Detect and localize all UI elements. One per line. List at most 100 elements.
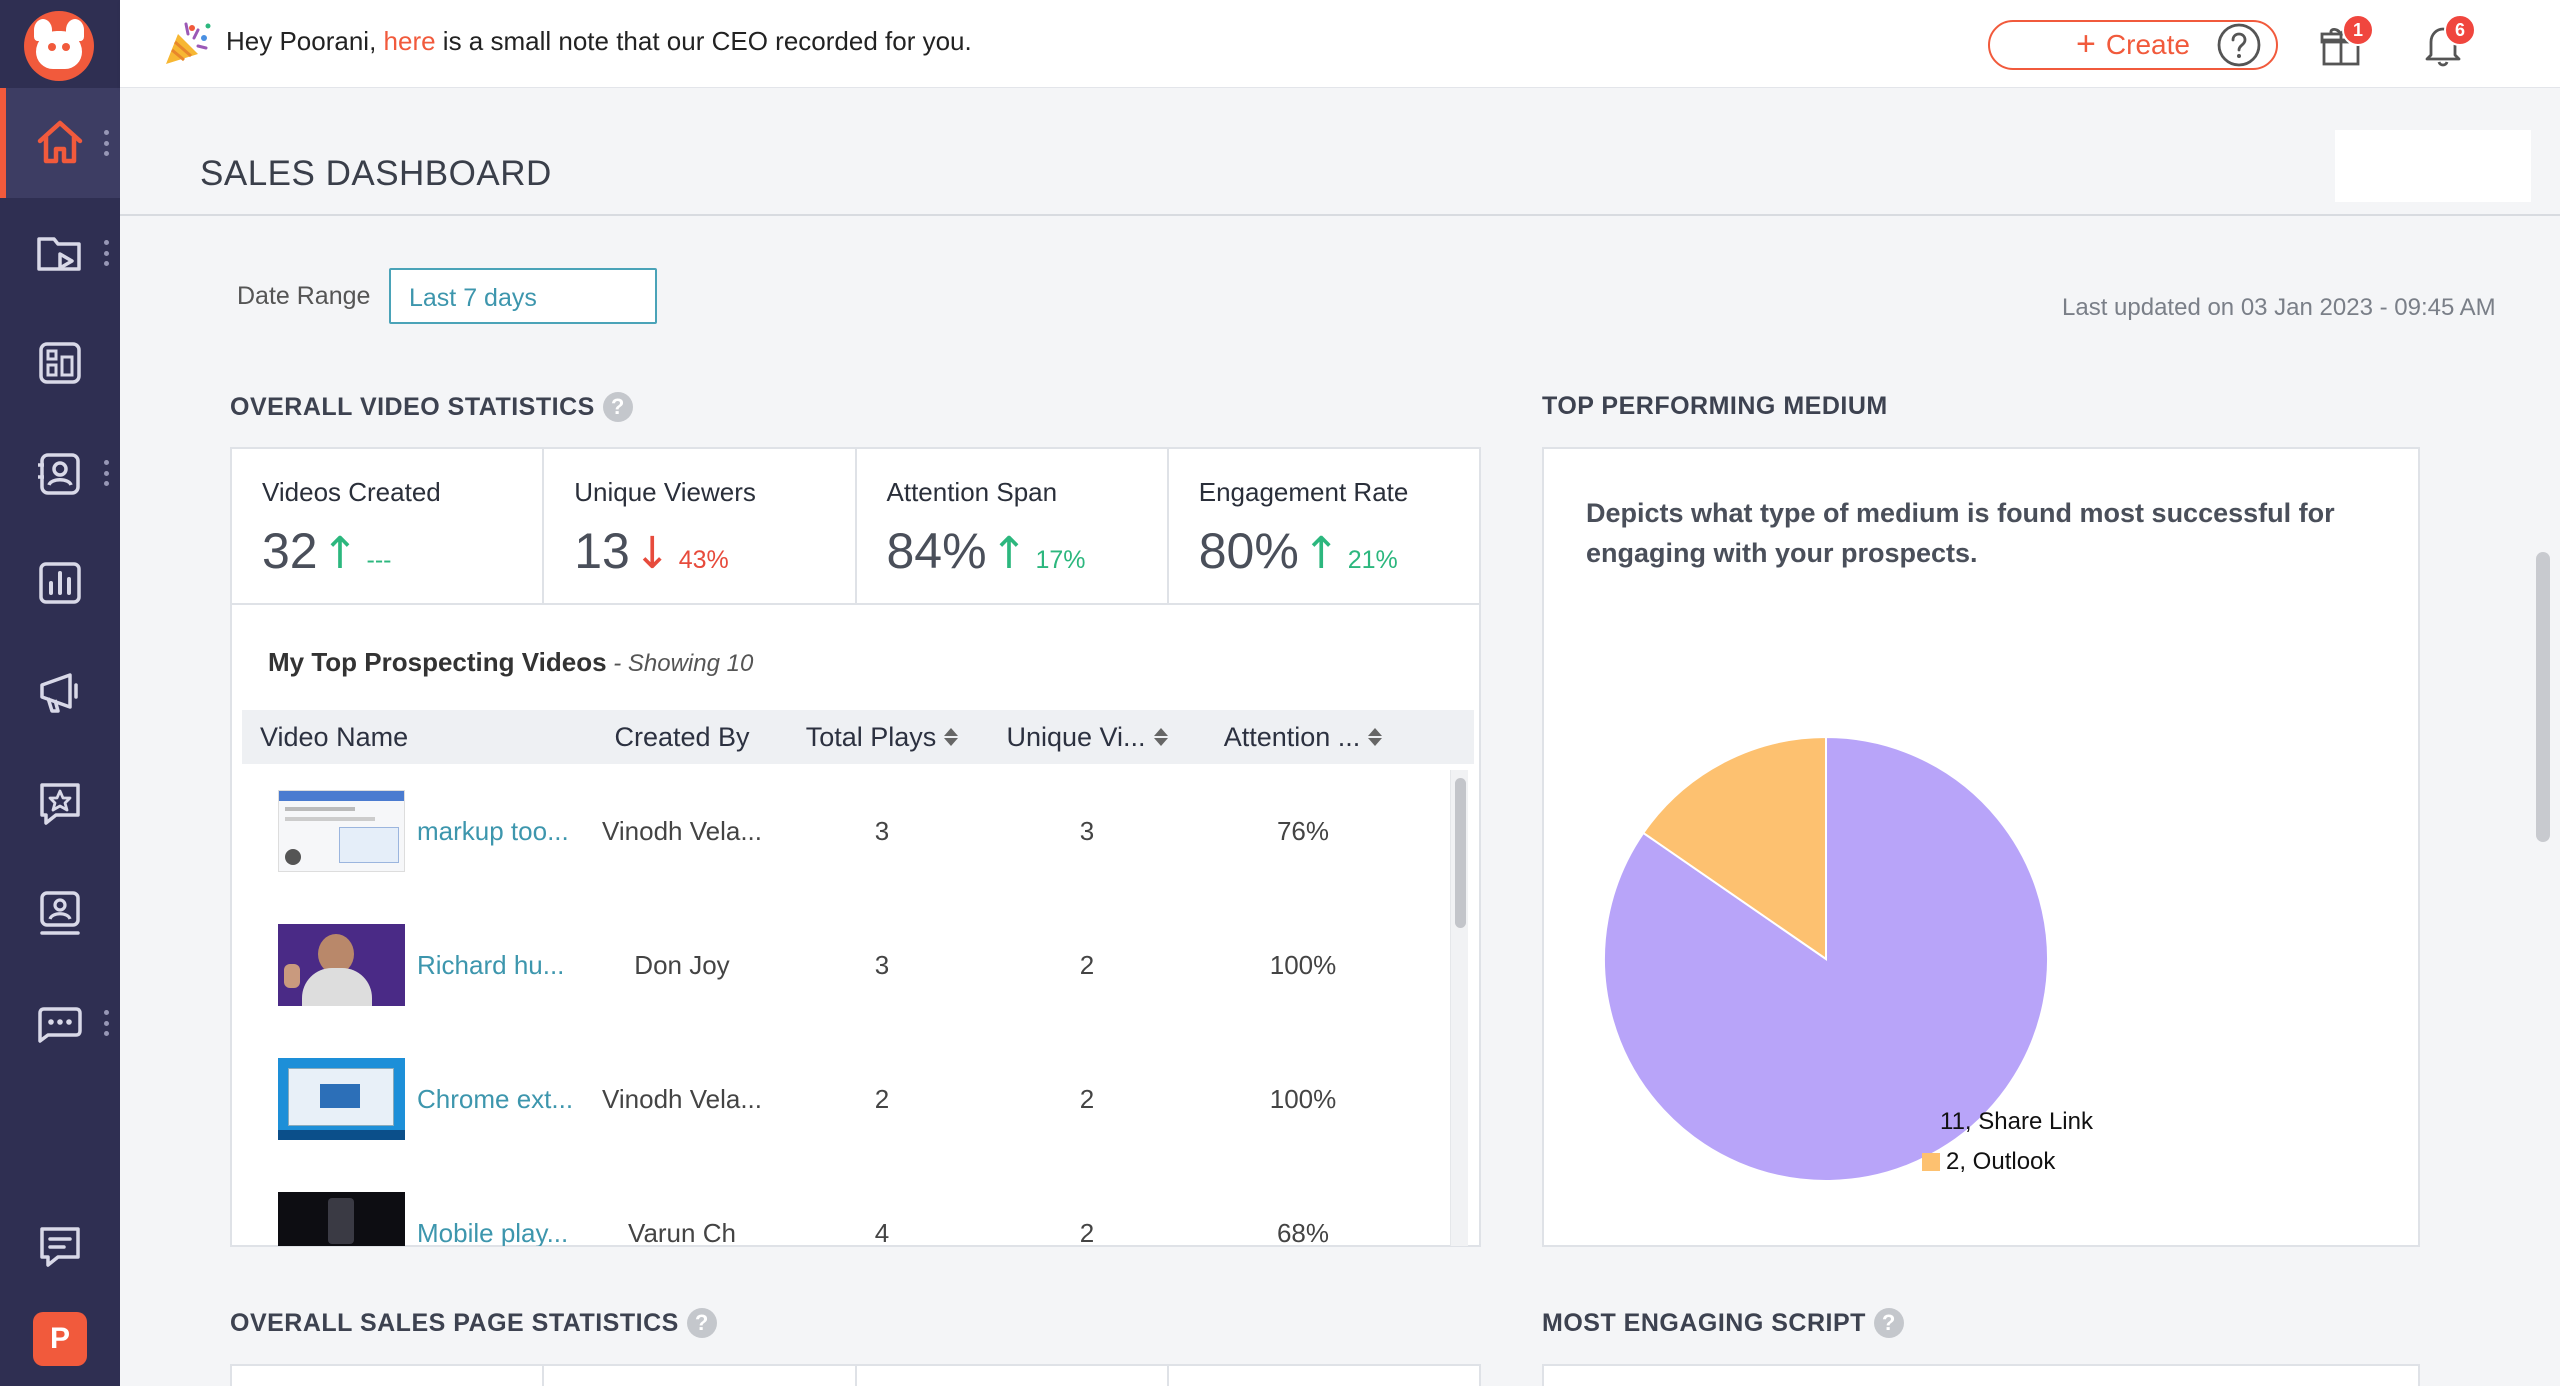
sidebar-item-conversations[interactable] [0,968,120,1078]
question-icon[interactable]: ? [686,1308,717,1338]
page-scroll-thumb[interactable] [2536,552,2550,842]
kpi-delta: 21% [1347,546,1398,574]
unique-viewers-cell: 2 [1079,1217,1095,1247]
kpi-value: 32 [262,523,318,579]
sort-icon[interactable] [1368,728,1383,746]
table-row[interactable]: Richard hu... Don Joy 3 2 100% [242,898,1474,1032]
sidebar-item-home[interactable] [0,88,120,198]
chat-icon [38,1007,82,1043]
video-thumbnail[interactable] [278,790,405,872]
sidebar-item-contacts[interactable] [0,418,120,528]
video-link[interactable]: Mobile play... [417,1217,569,1247]
kpi-value: 13 [574,523,630,579]
gifts-button[interactable]: 1 [2318,14,2374,68]
menu-dots-icon[interactable] [104,240,110,266]
legend-swatch-outlook [1922,1153,1940,1171]
pie-slice-outlook[interactable] [1641,735,1827,961]
table-row[interactable]: Chrome ext... Vinodh Vela... 2 2 100% [242,1032,1474,1166]
table-scrollbar[interactable] [1450,770,1468,1246]
column-label: Created By [614,721,750,752]
video-link[interactable]: Richard hu... [417,949,565,980]
arrow-down-icon: ↓ [633,528,671,579]
video-thumbnail[interactable] [278,924,405,1006]
arrow-up-icon: ↑ [1302,528,1340,579]
kpi-label: Attention Span [886,477,1058,507]
party-popper-icon [166,22,211,64]
sidebar-item-dashboard[interactable] [0,308,120,418]
top-videos-table: Video Name Created By Total Plays Unique… [242,710,1474,1246]
created-by-cell: Varun Ch [628,1217,736,1247]
table-row[interactable]: Mobile play... Varun Ch 4 2 68% [242,1166,1474,1246]
col-created-by[interactable]: Created By [582,722,782,753]
medium-description: Depicts what type of medium is found mos… [1586,498,2335,568]
ceo-note-link[interactable]: here [383,26,436,56]
notifications-button[interactable]: 6 [2420,14,2476,68]
sidebar-item-feedback[interactable] [0,1192,120,1302]
question-icon[interactable]: ? [1873,1308,1904,1338]
column-label: Attention ... [1223,721,1361,752]
user-avatar[interactable]: P [33,1312,87,1366]
col-video-name[interactable]: Video Name [242,722,582,753]
sales-stats-title: OVERALL SALES PAGE STATISTICS [230,1308,679,1337]
script-title: MOST ENGAGING SCRIPT [1542,1308,1866,1337]
gifts-badge: 1 [2342,14,2374,46]
question-icon[interactable]: ? [602,392,633,422]
video-stats-card: Videos Created 32 ↑ --- Unique Viewers 13 ↓… [230,447,1481,1247]
sidebar-item-reviews[interactable] [0,748,120,858]
top-videos-count: - Showing 10 [606,650,754,677]
medium-pie-chart[interactable]: 11, Share Link 2, Outlook [1604,689,2364,1229]
reports-icon [39,562,81,604]
table-body[interactable]: markup too... Vinodh Vela... 3 3 76% Ric… [242,764,1474,1246]
create-label: Create [2105,29,2190,60]
column-label: Unique Vi... [1006,721,1146,752]
menu-dots-icon[interactable] [104,460,110,486]
video-link[interactable]: Chrome ext... [417,1083,574,1114]
script-heading: MOST ENGAGING SCRIPT ? [1542,1308,1904,1338]
attention-cell: 76% [1276,815,1330,846]
sort-icon[interactable] [944,728,959,746]
menu-dots-icon[interactable] [104,130,110,156]
sales-stats-heading: OVERALL SALES PAGE STATISTICS ? [230,1308,717,1338]
logo-eye-left [48,43,56,51]
logo-eye-right [62,43,70,51]
presenter-icon [40,891,80,935]
kpi-label: Unique Viewers [574,477,756,507]
table-row[interactable]: markup too... Vinodh Vela... 3 3 76% [242,764,1474,898]
col-total-plays[interactable]: Total Plays [782,722,982,753]
dashboard-icon [39,342,81,384]
sidebar-item-videos[interactable] [0,198,120,308]
create-button[interactable]: + Create [1988,20,2278,70]
sidebar-item-reports[interactable] [0,528,120,638]
plays-cell: 4 [874,1217,890,1247]
kpi-value: 80% [1198,523,1299,579]
help-circle-icon[interactable] [2216,22,2262,68]
attention-cell: 100% [1269,949,1337,980]
note-prefix: Hey Poorani, [226,26,384,56]
menu-dots-icon[interactable] [104,1010,110,1036]
sidebar-item-presenter[interactable] [0,858,120,968]
video-thumbnail[interactable] [278,1058,405,1140]
arrow-up-icon: ↑ [321,528,359,579]
column-label: Total Plays [805,721,937,752]
app-logo[interactable] [24,11,94,81]
sidebar-item-campaigns[interactable] [0,638,120,748]
page-header: SALES DASHBOARD [120,88,2560,216]
sidebar: P [0,0,120,1386]
sort-icon[interactable] [1153,728,1168,746]
video-thumbnail[interactable] [278,1192,405,1246]
campaign-icon [40,673,78,713]
date-range-select[interactable]: Last 7 days [389,268,657,324]
video-link[interactable]: markup too... [417,815,569,846]
attention-cell: 68% [1276,1217,1330,1247]
plays-cell: 2 [874,1083,890,1114]
col-unique-viewers[interactable]: Unique Vi... [982,722,1192,753]
page-scrollbar[interactable] [2532,340,2554,1386]
header-placeholder-box [2335,130,2531,202]
created-by-cell: Vinodh Vela... [602,815,762,846]
kpi-row: Videos Created 32 ↑ --- Unique Viewers 13 ↓… [232,449,1479,605]
kpi-delta: 43% [678,546,729,574]
video-folder-icon [37,237,81,271]
table-scroll-thumb[interactable] [1455,778,1466,928]
col-attention[interactable]: Attention ... [1192,722,1414,753]
kpi-value: 84% [886,523,987,579]
